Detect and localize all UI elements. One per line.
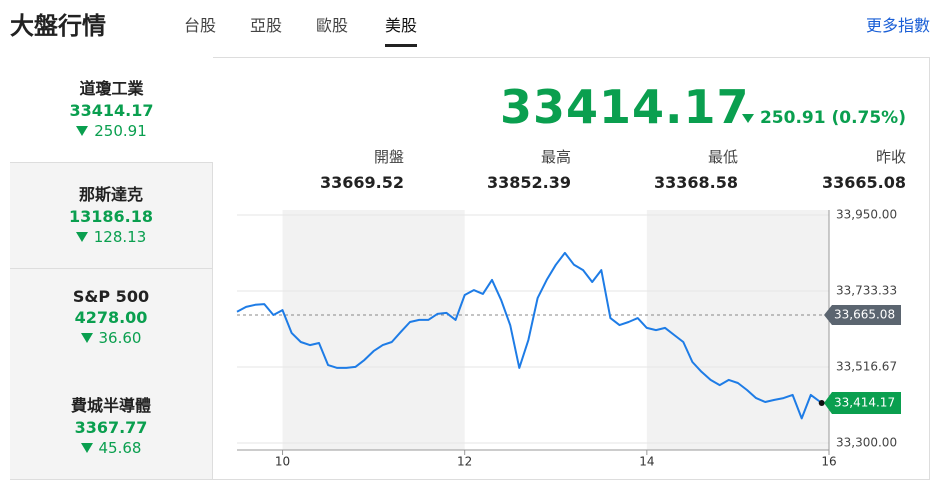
stat-label: 最低: [707, 148, 738, 166]
down-arrow: [75, 231, 88, 242]
tab[interactable]: 歐股: [316, 16, 349, 35]
y-tick-label: 33,516.67: [836, 359, 897, 373]
index-change-text: 36.60: [98, 328, 142, 347]
index-name: 那斯達克: [78, 184, 143, 204]
price-line: [236, 251, 823, 420]
y-tick-label: 33,950.00: [836, 208, 897, 222]
band: [282, 210, 465, 450]
reference-label: 33,665.08: [834, 307, 895, 321]
reference-label-box: [824, 304, 901, 325]
quote-change-text: 250.91 (0.75%): [759, 108, 906, 128]
x-tick-label: 16: [821, 455, 836, 469]
band: [646, 210, 829, 450]
index-item[interactable]: S&P 500 4278.00 36.60: [10, 268, 213, 375]
index-change-text: 250.91: [94, 122, 147, 140]
down-arrow: [76, 126, 89, 136]
x-tick-label: 10: [275, 455, 290, 469]
index-value: 3367.77: [74, 418, 148, 438]
last-label-box: [824, 391, 901, 414]
tab[interactable]: 美股: [385, 12, 418, 47]
index-change: 250.91: [10, 122, 213, 140]
index-change-text: 128.13: [93, 227, 147, 246]
index-item[interactable]: 道瓊工業 33414.17 250.91: [10, 57, 213, 163]
quote-value: 33414.17: [500, 80, 750, 134]
chart: 33,300.00 33,516.67 33,733.33 33,950.00 10 12…: [236, 208, 901, 469]
index-name: 道瓊工業: [79, 79, 144, 98]
last-point: [818, 399, 825, 406]
index-change: 36.60: [10, 329, 212, 347]
page-title: 大盤行情: [10, 12, 106, 40]
x-tick-label: 12: [457, 455, 472, 469]
quote-change: 250.91 (0.75%): [741, 108, 906, 128]
index-value: 13186.18: [68, 206, 153, 226]
more-link[interactable]: 更多指數: [865, 16, 930, 35]
index-change: 45.68: [10, 439, 212, 457]
index-name: S&P 500: [72, 286, 150, 306]
down-arrow: [80, 443, 93, 454]
y-tick-label: 33,300.00: [836, 436, 897, 450]
index-change-text: 45.68: [98, 439, 142, 458]
stat-value: 33665.08: [821, 173, 906, 192]
stat-value: 33368.58: [653, 173, 738, 192]
index-name: 費城半導體: [70, 396, 151, 416]
last-label: 33,414.17: [834, 395, 895, 409]
index-item[interactable]: 費城半導體 3367.77 45.68: [10, 374, 213, 481]
index-value: 33414.17: [69, 101, 154, 120]
tab[interactable]: 亞股: [250, 16, 283, 35]
index-value: 4278.00: [74, 307, 148, 327]
stat-value: 33852.39: [486, 173, 571, 192]
index-item[interactable]: 那斯達克 13186.18 128.13: [10, 162, 213, 269]
tab[interactable]: 台股: [184, 16, 217, 35]
down-arrow: [80, 332, 93, 343]
stat-value: 33669.52: [319, 173, 404, 192]
stat-label: 開盤: [373, 148, 404, 166]
stat: 昨收 33665.08: [766, 146, 906, 192]
stat: 最高 33852.39: [431, 146, 571, 192]
stat: 最低 33368.58: [598, 146, 738, 192]
stat-label: 最高: [540, 148, 571, 166]
stat-label: 昨收: [875, 148, 906, 166]
y-tick-label: 33,733.33: [836, 284, 897, 298]
index-change: 128.13: [10, 228, 212, 246]
stat: 開盤 33669.52: [264, 146, 404, 192]
x-tick-label: 14: [639, 455, 654, 469]
